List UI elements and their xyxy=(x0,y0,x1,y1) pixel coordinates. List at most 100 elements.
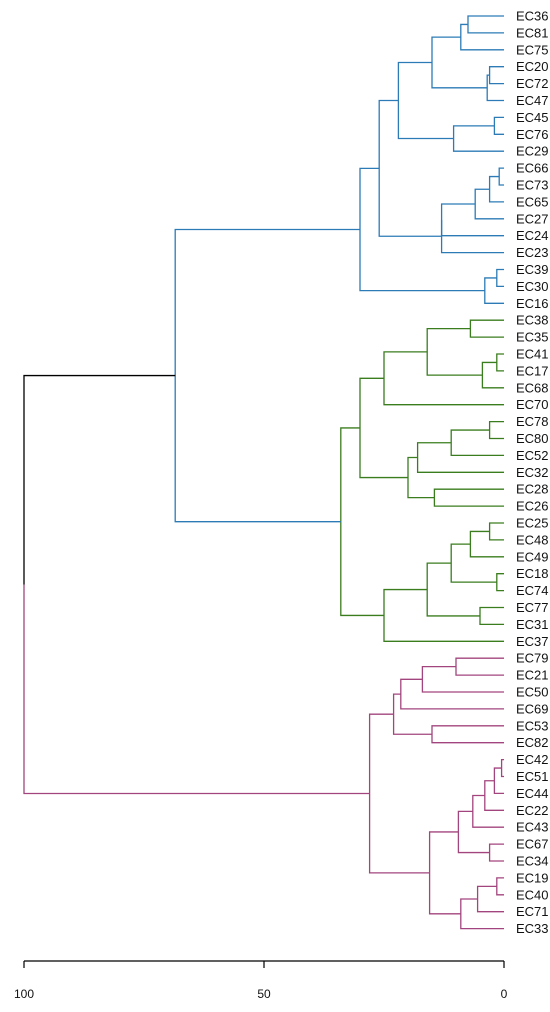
merge-link-28 xyxy=(488,522,504,541)
merge-link-6 xyxy=(452,125,504,152)
leaf-label-ec79: EC79 xyxy=(516,651,549,666)
leaf-label-ec43: EC43 xyxy=(516,820,549,835)
merge-link-30 xyxy=(496,573,504,592)
merge-link-26 xyxy=(407,456,435,499)
merge-link-23 xyxy=(450,429,504,457)
leaf-label-ec53: EC53 xyxy=(516,718,549,733)
merge-link-11 xyxy=(440,203,504,237)
leaf-label-ec45: EC45 xyxy=(516,110,549,125)
merge-link-42 xyxy=(493,767,504,795)
root-link-lower xyxy=(23,584,370,795)
leaf-label-ec68: EC68 xyxy=(516,380,549,395)
merge-link-51 xyxy=(368,713,430,874)
leaf-label-ec37: EC37 xyxy=(516,634,549,649)
root-link-upper xyxy=(23,374,176,585)
merge-link-35 xyxy=(340,427,384,617)
merge-link-22 xyxy=(488,420,504,440)
merge-link-24 xyxy=(416,442,504,473)
leaf-label-ec38: EC38 xyxy=(516,313,549,328)
merge-link-0 xyxy=(467,15,504,34)
leaf-label-ec48: EC48 xyxy=(516,532,549,547)
merge-link-1 xyxy=(460,23,504,51)
leaf-label-ec31: EC31 xyxy=(516,617,549,632)
leaf-label-ec50: EC50 xyxy=(516,685,549,700)
merge-link-18 xyxy=(496,353,504,372)
leaf-label-ec18: EC18 xyxy=(516,566,549,581)
merge-link-38 xyxy=(400,678,504,710)
merge-link-48 xyxy=(476,885,504,913)
merge-link-17 xyxy=(469,319,504,338)
merge-link-14 xyxy=(496,268,504,288)
leaf-label-ec47: EC47 xyxy=(516,93,549,108)
leaf-label-ec35: EC35 xyxy=(516,330,549,345)
leaf-label-ec44: EC44 xyxy=(516,786,549,801)
merge-link-37 xyxy=(421,666,504,693)
dendrogram-links xyxy=(23,15,504,930)
axis-tick-label-100: 100 xyxy=(14,987,34,1001)
merge-link-5 xyxy=(493,116,504,135)
merge-link-12 xyxy=(440,219,504,254)
merge-link-9 xyxy=(488,175,504,203)
axis-tick-label-50: 50 xyxy=(257,987,271,1001)
merge-link-45 xyxy=(488,843,504,862)
x-axis: 100 50 0 xyxy=(14,960,508,1001)
leaf-label-ec70: EC70 xyxy=(516,397,549,412)
leaf-label-ec40: EC40 xyxy=(516,887,549,902)
leaf-label-ec66: EC66 xyxy=(516,161,549,176)
leaf-label-ec24: EC24 xyxy=(516,228,549,243)
merge-link-7 xyxy=(397,61,454,140)
leaf-label-ec74: EC74 xyxy=(516,583,549,598)
leaf-label-ec27: EC27 xyxy=(516,211,549,226)
leaf-label-ec25: EC25 xyxy=(516,516,549,531)
leaf-label-ec23: EC23 xyxy=(516,245,549,260)
leaf-label-ec76: EC76 xyxy=(516,127,549,142)
merge-link-50 xyxy=(428,831,461,915)
merge-link-25 xyxy=(433,488,504,507)
leaf-label-ec80: EC80 xyxy=(516,431,549,446)
merge-link-29 xyxy=(469,530,504,558)
leaf-label-ec75: EC75 xyxy=(516,42,549,57)
leaf-label-ec22: EC22 xyxy=(516,803,549,818)
leaf-label-ec19: EC19 xyxy=(516,870,549,885)
merge-link-31 xyxy=(450,543,497,583)
merge-link-2 xyxy=(488,66,504,85)
leaf-label-ec72: EC72 xyxy=(516,76,549,91)
leaf-label-ec67: EC67 xyxy=(516,837,549,852)
leaf-label-ec26: EC26 xyxy=(516,499,549,514)
leaf-label-ec30: EC30 xyxy=(516,279,549,294)
merge-link-52 xyxy=(174,228,360,523)
leaf-label-ec16: EC16 xyxy=(516,296,549,311)
leaf-label-ec28: EC28 xyxy=(516,482,549,497)
leaf-label-ec29: EC29 xyxy=(516,144,549,159)
leaf-label-ec39: EC39 xyxy=(516,262,549,277)
leaf-label-ec65: EC65 xyxy=(516,194,549,209)
merge-link-47 xyxy=(496,877,504,896)
leaf-label-ec42: EC42 xyxy=(516,752,549,767)
merge-link-21 xyxy=(383,351,504,406)
leaf-label-ec20: EC20 xyxy=(516,59,549,74)
leaf-label-ec51: EC51 xyxy=(516,769,549,784)
leaf-label-ec17: EC17 xyxy=(516,363,549,378)
merge-link-44 xyxy=(472,794,504,828)
merge-link-40 xyxy=(392,693,432,735)
leaf-label-ec82: EC82 xyxy=(516,735,549,750)
leaf-label-ec32: EC32 xyxy=(516,465,549,480)
leaf-label-ec77: EC77 xyxy=(516,600,549,615)
leaf-label-ec21: EC21 xyxy=(516,668,549,683)
leaf-label-ec49: EC49 xyxy=(516,549,549,564)
merge-link-19 xyxy=(481,361,504,389)
merge-link-41 xyxy=(500,758,504,778)
leaf-label-ec81: EC81 xyxy=(516,25,549,40)
merge-link-15 xyxy=(484,277,504,304)
merge-link-46 xyxy=(457,810,490,854)
leaf-label-ec36: EC36 xyxy=(516,9,549,24)
merge-link-49 xyxy=(460,898,504,930)
merge-link-33 xyxy=(426,562,480,617)
leaf-label-ec41: EC41 xyxy=(516,347,549,362)
leaf-label-ec71: EC71 xyxy=(516,904,549,919)
merge-link-20 xyxy=(426,328,483,376)
leaf-label-ec34: EC34 xyxy=(516,854,549,869)
leaf-label-ec52: EC52 xyxy=(516,448,549,463)
